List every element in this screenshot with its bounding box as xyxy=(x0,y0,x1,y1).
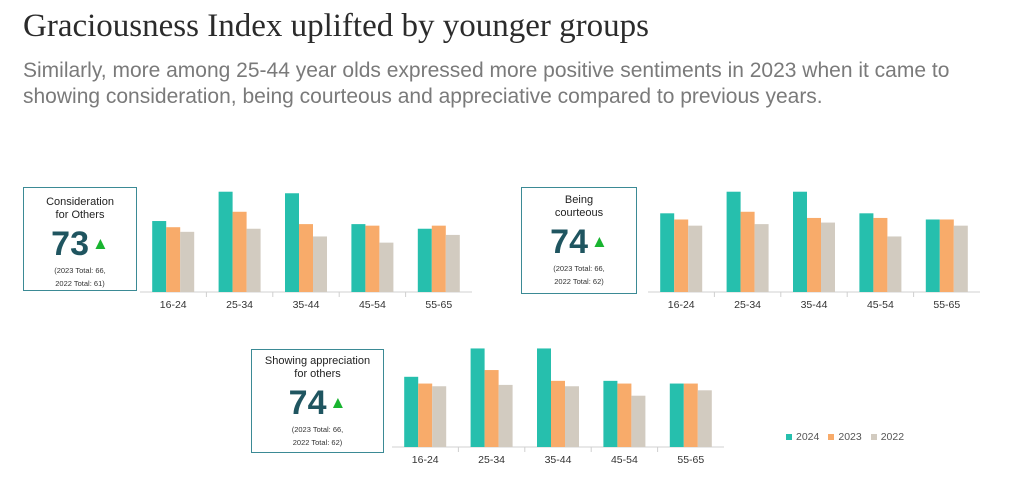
kpi-note-line1: (2023 Total: 66, xyxy=(54,266,106,275)
kpi-value: 74 xyxy=(288,384,327,422)
legend-label: 2022 xyxy=(880,431,905,443)
legend: 2024 2023 2022 xyxy=(786,431,913,443)
legend-swatch-2022 xyxy=(870,434,877,440)
legend-label: 2024 xyxy=(796,431,820,443)
kpi-courteous: Being courteous 74 ▲ (2023 Total: 66, 20… xyxy=(521,187,637,294)
bar-55-65-2023 xyxy=(939,219,954,292)
bar-25-34-2024 xyxy=(470,348,485,447)
bar-25-34-2023 xyxy=(740,211,755,292)
bar-35-44-2023 xyxy=(551,380,565,447)
bar-25-34-2024 xyxy=(726,191,741,292)
bar-45-54-2022 xyxy=(379,242,394,292)
bar-35-44-2024 xyxy=(285,193,299,292)
x-tick-label: 16-24 xyxy=(668,299,695,311)
kpi-appreciation: Showing appreciation for others 74 ▲ (20… xyxy=(251,349,384,453)
x-tick-label: 45-54 xyxy=(611,454,638,466)
kpi-note-line2: 2022 Total: 62) xyxy=(292,438,343,447)
bar-35-44-2024 xyxy=(537,348,551,447)
kpi-note-line2: 2022 Total: 61) xyxy=(55,279,105,288)
bar-16-24-2024 xyxy=(660,213,675,292)
legend-item-2022: 2022 xyxy=(870,431,905,443)
legend-swatch-2024 xyxy=(786,434,792,440)
bar-45-54-2023 xyxy=(365,225,380,292)
bar-chart-courteous: 16-24 25-34 35-44 45-54 55-65 xyxy=(648,191,980,311)
bar-35-44-2022 xyxy=(821,222,835,292)
bar-16-24-2023 xyxy=(674,219,689,292)
bar-55-65-2022 xyxy=(697,390,712,447)
bar-16-24-2022 xyxy=(688,225,703,292)
x-tick-label: 45-54 xyxy=(359,299,386,311)
bar-35-44-2022 xyxy=(313,236,327,292)
kpi-note-line1: (2023 Total: 66, xyxy=(291,425,344,434)
kpi-value: 73 xyxy=(51,225,89,263)
x-tick-label: 16-24 xyxy=(412,454,439,466)
bar-25-34-2023 xyxy=(232,211,247,292)
bar-45-54-2024 xyxy=(351,224,366,292)
bar-55-65-2024 xyxy=(925,219,940,292)
x-tick-label: 16-24 xyxy=(160,299,187,311)
legend-item-2023: 2023 xyxy=(828,431,862,443)
legend-swatch-2023 xyxy=(828,434,835,440)
bar-16-24-2022 xyxy=(180,231,195,292)
bar-16-24-2022 xyxy=(432,386,447,447)
up-arrow-icon: ▲ xyxy=(92,234,109,253)
kpi-label-line2: for Others xyxy=(55,209,105,221)
legend-item-2024: 2024 xyxy=(786,431,819,443)
bar-16-24-2024 xyxy=(152,221,167,292)
bar-45-54-2024 xyxy=(603,380,618,447)
bar-25-34-2024 xyxy=(218,191,233,292)
kpi-note-line2: 2022 Total: 62) xyxy=(554,277,604,286)
x-tick-label: 25-34 xyxy=(226,299,253,311)
bar-45-54-2022 xyxy=(631,395,646,447)
kpi-label-line1: Consideration xyxy=(46,196,114,208)
bar-45-54-2023 xyxy=(873,217,888,292)
bar-25-34-2022 xyxy=(246,228,261,292)
kpi-label-line2: courteous xyxy=(554,207,604,219)
bar-25-34-2023 xyxy=(484,370,499,447)
x-tick-label: 25-34 xyxy=(478,454,505,466)
x-tick-label: 35-44 xyxy=(545,454,572,466)
x-tick-label: 25-34 xyxy=(734,299,761,311)
kpi-consideration: Consideration for Others 73 ▲ (2023 Tota… xyxy=(23,187,137,291)
bar-16-24-2023 xyxy=(418,383,433,447)
bar-45-54-2023 xyxy=(617,383,632,447)
kpi-value: 74 xyxy=(550,223,588,261)
bar-45-54-2022 xyxy=(887,236,902,292)
kpi-note-line1: (2023 Total: 66, xyxy=(553,264,605,273)
page-title: Graciousness Index uplifted by younger g… xyxy=(23,8,649,44)
bar-55-65-2024 xyxy=(417,228,432,292)
bar-55-65-2022 xyxy=(953,225,968,292)
bar-chart-appreciation: 16-24 25-34 35-44 45-54 55-65 xyxy=(392,348,724,466)
kpi-label-line2: for others xyxy=(294,368,341,380)
up-arrow-icon: ▲ xyxy=(591,232,608,251)
bar-55-65-2024 xyxy=(669,383,684,447)
x-tick-label: 55-65 xyxy=(933,299,960,311)
bar-35-44-2022 xyxy=(565,386,579,447)
bar-35-44-2024 xyxy=(793,191,807,292)
x-tick-label: 35-44 xyxy=(293,299,320,311)
x-tick-label: 45-54 xyxy=(867,299,894,311)
bar-chart-consideration: 16-24 25-34 35-44 45-54 55-65 xyxy=(140,191,472,311)
bar-55-65-2023 xyxy=(431,225,446,292)
up-arrow-icon: ▲ xyxy=(329,393,347,412)
bar-35-44-2023 xyxy=(299,224,313,292)
legend-label: 2023 xyxy=(838,431,862,443)
kpi-label-line1: Showing appreciation xyxy=(264,355,371,367)
page-subtitle: Similarly, more among 25-44 year olds ex… xyxy=(23,59,950,108)
bar-55-65-2023 xyxy=(683,383,698,447)
kpi-label-line1: Being xyxy=(564,194,594,206)
bar-16-24-2023 xyxy=(166,227,181,292)
bar-25-34-2022 xyxy=(498,384,513,447)
bar-16-24-2024 xyxy=(404,376,419,447)
x-tick-label: 55-65 xyxy=(425,299,452,311)
x-tick-label: 35-44 xyxy=(801,299,828,311)
bar-35-44-2023 xyxy=(807,217,821,292)
bar-25-34-2022 xyxy=(754,224,769,292)
bar-45-54-2024 xyxy=(859,213,874,292)
bar-55-65-2022 xyxy=(445,234,460,292)
x-tick-label: 55-65 xyxy=(677,454,704,466)
